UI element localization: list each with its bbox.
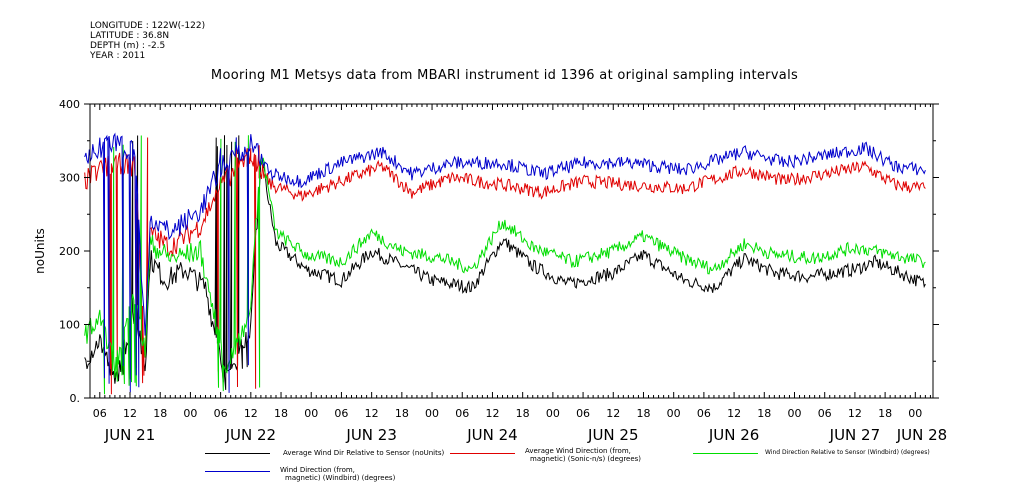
x-tick-label: 18: [274, 407, 288, 420]
x-tick-label: 06: [576, 407, 590, 420]
longitude-label: LONGITUDE : 122W(-122): [90, 21, 206, 31]
x-tick-label: 00: [667, 407, 681, 420]
x-tick-label: 06: [455, 407, 469, 420]
x-tick-label: 06: [334, 407, 348, 420]
y-tick-label: 300: [59, 172, 80, 185]
series-line-2: [84, 137, 926, 395]
y-tick-label: 100: [59, 319, 80, 332]
series-line-4: [84, 132, 926, 393]
y-tick-label: 0.: [70, 392, 81, 405]
x-tick-label: 00: [908, 407, 922, 420]
metadata-block: LONGITUDE : 122W(-122) LATITUDE : 36.8N …: [90, 21, 205, 61]
day-label: JUN 28: [896, 426, 947, 444]
day-label: JUN 22: [225, 426, 276, 444]
day-label: JUN 24: [466, 426, 517, 444]
day-label: JUN 27: [829, 426, 880, 444]
x-tick-label: 00: [546, 407, 560, 420]
x-tick-label: 06: [818, 407, 832, 420]
x-tick-label: 18: [636, 407, 650, 420]
depth-label: DEPTH (m) : -2.5: [90, 41, 166, 51]
day-label: JUN 23: [345, 426, 396, 444]
axis-layer: 0. 100 200 300 400 06 12 18 00 06 12 18 00 06 12 18 00 06…: [59, 98, 947, 444]
x-tick-label: 12: [123, 407, 137, 420]
x-tick-label: 06: [214, 407, 228, 420]
x-tick-label: 00: [787, 407, 801, 420]
x-tick-label: 00: [425, 407, 439, 420]
x-tick-label: 12: [365, 407, 379, 420]
x-tick-label: 18: [516, 407, 530, 420]
series-line-3: [84, 135, 926, 395]
x-tick-label: 00: [304, 407, 318, 420]
day-label: JUN 21: [104, 426, 155, 444]
x-tick-label: 12: [485, 407, 499, 420]
x-tick-label: 18: [878, 407, 892, 420]
x-tick-label: 18: [757, 407, 771, 420]
y-axis-label: noUnits: [33, 228, 47, 274]
x-tick-label: 12: [727, 407, 741, 420]
x-tick-label: 18: [153, 407, 167, 420]
x-tick-label: 12: [606, 407, 620, 420]
x-tick-label: 00: [183, 407, 197, 420]
chart-title: Mooring M1 Metsys data from MBARI instru…: [210, 68, 799, 83]
day-label: JUN 26: [708, 426, 759, 444]
y-tick-label: 400: [59, 98, 80, 111]
series-layer: [84, 132, 926, 395]
year-label: YEAR : 2011: [90, 51, 146, 61]
x-tick-label: 06: [697, 407, 711, 420]
series-line-1: [84, 135, 926, 390]
x-tick-label: 06: [93, 407, 107, 420]
x-tick-label: 18: [395, 407, 409, 420]
y-tick-label: 200: [59, 245, 80, 258]
x-tick-label: 12: [848, 407, 862, 420]
x-tick-label: 12: [244, 407, 258, 420]
latitude-label: LATITUDE : 36.8N: [90, 31, 170, 41]
day-label: JUN 25: [587, 426, 638, 444]
